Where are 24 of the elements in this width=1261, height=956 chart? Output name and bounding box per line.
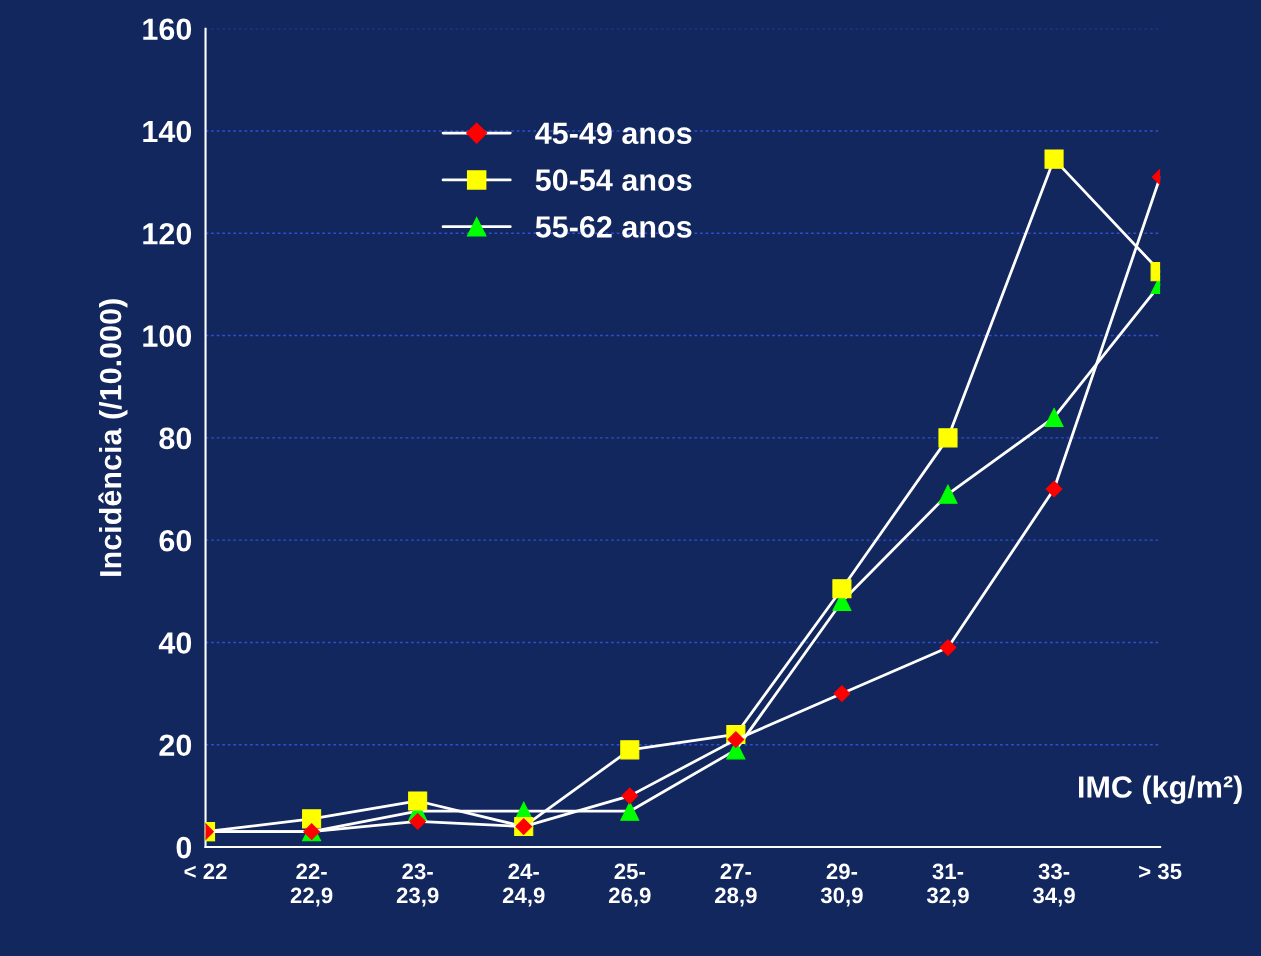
x-axis-title: IMC (kg/m²) xyxy=(1079,775,1242,805)
x-tick-label: 27- 28,9 xyxy=(715,863,757,907)
x-tick-label: 29- 30,9 xyxy=(820,863,863,907)
y-axis-title: Incidência (/10.000) xyxy=(98,299,128,576)
x-tick-label: 25- 26,9 xyxy=(608,863,651,907)
x-tick-label: 23- 23,9 xyxy=(396,863,439,907)
x-tick-label: 22- 22,9 xyxy=(290,863,333,907)
x-tick-label: 33- 34,9 xyxy=(1032,863,1075,907)
y-tick-label: 160 xyxy=(143,18,192,41)
legend-label: 55-62 anos xyxy=(535,216,692,238)
y-tick-label: 120 xyxy=(143,223,192,245)
y-tick-label: 0 xyxy=(176,836,192,859)
legend-label: 50-54 anos xyxy=(535,169,692,191)
legend-label: 45-49 anos xyxy=(535,122,692,145)
y-tick-label: 100 xyxy=(143,325,192,347)
y-tick-label: 60 xyxy=(159,529,192,552)
x-tick-label: > 35 xyxy=(1139,863,1182,880)
y-tick-label: 80 xyxy=(159,427,192,450)
y-tick-label: 20 xyxy=(159,734,192,757)
y-tick-label: 40 xyxy=(158,632,192,654)
x-tick-label: 24- 24,9 xyxy=(502,863,545,907)
y-tick-label: 140 xyxy=(143,120,192,143)
x-tick-label: 31- 32,9 xyxy=(926,863,969,907)
x-tick-label: < 22 xyxy=(184,863,227,880)
